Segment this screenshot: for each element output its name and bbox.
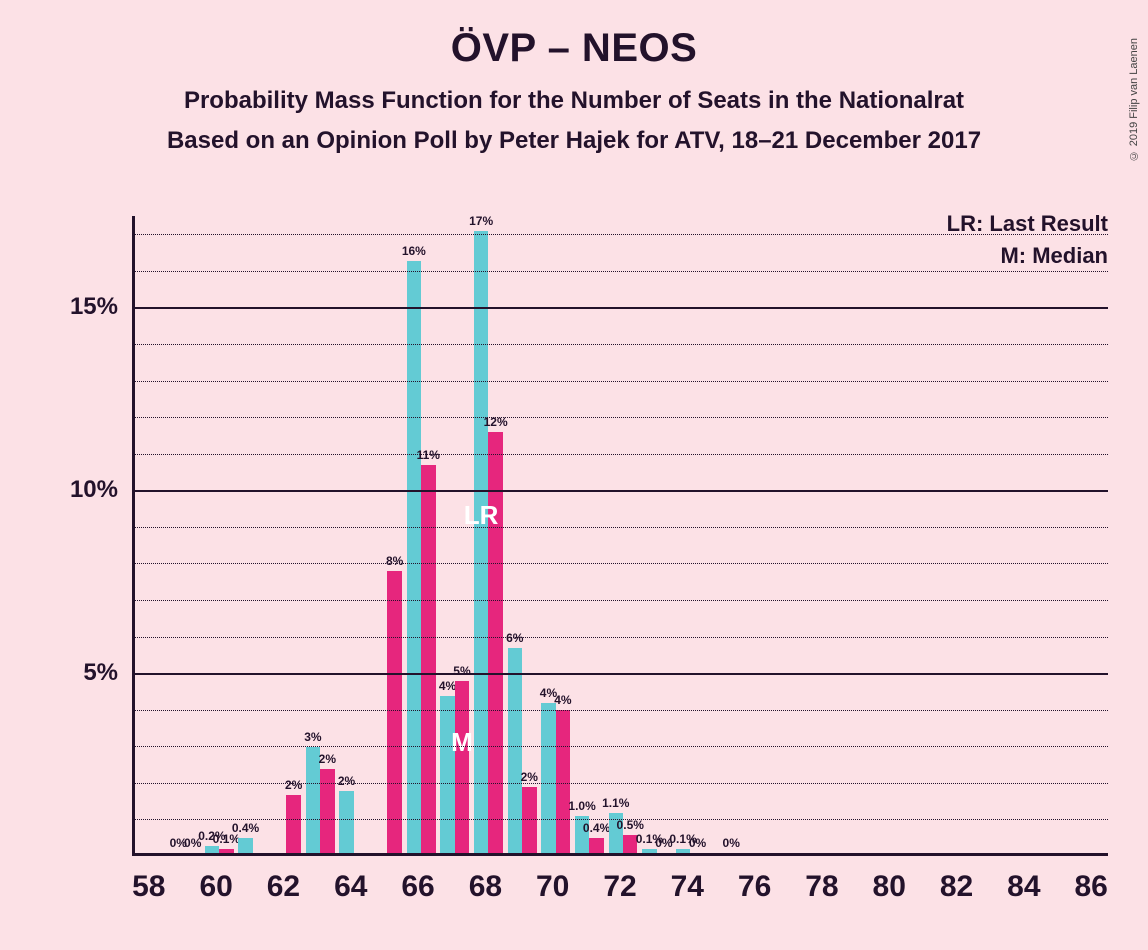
- gridline-minor: [135, 710, 1108, 711]
- gridline-major: [135, 673, 1108, 675]
- gridline-minor: [135, 819, 1108, 820]
- y-tick-label: 5%: [83, 659, 118, 687]
- gridline-minor: [135, 563, 1108, 564]
- bar-series-b: [556, 710, 570, 853]
- bar-label-b: 2%: [319, 752, 336, 766]
- bar-label-a: 2%: [338, 774, 355, 788]
- bar-label-b: 8%: [386, 554, 403, 568]
- bar-label-b: 0%: [689, 836, 706, 850]
- bar-series-b: [421, 465, 435, 853]
- gridline-minor: [135, 527, 1108, 528]
- plot-area: 0%0%0.2%0.1%0.4%2%3%2%2%8%16%11%4%5%17%1…: [132, 216, 1108, 856]
- bars-container: 0%0%0.2%0.1%0.4%2%3%2%2%8%16%11%4%5%17%1…: [135, 216, 1108, 853]
- bar-series-a: [541, 703, 555, 853]
- gridline-minor: [135, 637, 1108, 638]
- bar-series-a: [238, 838, 252, 853]
- bar-series-b: [488, 432, 502, 853]
- x-tick-label: 58: [132, 870, 165, 904]
- x-axis-labels: 58 60 62 64 66 68 70 72 74 76 78 80 82 84 86: [132, 864, 1108, 904]
- x-tick-label: 76: [738, 870, 771, 904]
- gridline-major: [135, 490, 1108, 492]
- bar-series-b: [286, 795, 300, 854]
- y-axis-labels: 5% 10% 15%: [70, 216, 130, 856]
- bar-series-a: [508, 648, 522, 853]
- y-tick-label: 10%: [70, 476, 118, 504]
- subtitle-2: Based on an Opinion Poll by Peter Hajek …: [0, 127, 1148, 155]
- x-tick-label: 78: [805, 870, 838, 904]
- subtitle-1: Probability Mass Function for the Number…: [0, 87, 1148, 115]
- bar-label-a: 4%: [439, 679, 456, 693]
- gridline-minor: [135, 454, 1108, 455]
- gridline-minor: [135, 381, 1108, 382]
- x-tick-label: 86: [1074, 870, 1107, 904]
- bar-series-a: [474, 231, 488, 853]
- bar-label-a: 3%: [304, 730, 321, 744]
- bar-series-a: [205, 846, 219, 853]
- bar-label-b: 11%: [417, 448, 440, 462]
- page-title: ÖVP – NEOS: [0, 26, 1148, 71]
- bar-series-b: [589, 838, 603, 853]
- bar-series-b: [455, 681, 469, 853]
- bar-label-a: 1.1%: [602, 796, 629, 810]
- gridline-minor: [135, 417, 1108, 418]
- x-tick-label: 68: [469, 870, 502, 904]
- x-tick-label: 66: [401, 870, 434, 904]
- bar-series-b: [219, 849, 233, 853]
- bar-series-b: [387, 571, 401, 853]
- x-tick-label: 62: [267, 870, 300, 904]
- gridline-major: [135, 307, 1108, 309]
- bar-label-a: 1.0%: [568, 799, 595, 813]
- x-tick-label: 64: [334, 870, 367, 904]
- bar-label-a: 6%: [506, 631, 523, 645]
- gridline-minor: [135, 234, 1108, 235]
- copyright-text: © 2019 Filip van Laenen: [1128, 38, 1140, 161]
- bar-label-b: 2%: [285, 778, 302, 792]
- x-tick-label: 60: [199, 870, 232, 904]
- bar-label-a: 0.4%: [232, 821, 259, 835]
- bar-label-b: 4%: [554, 693, 571, 707]
- chart: 5%10%15% 0%0%0.2%0.1%0.4%2%3%2%2%8%16%11…: [70, 216, 1110, 906]
- gridline-minor: [135, 783, 1108, 784]
- gridline-minor: [135, 344, 1108, 345]
- gridline-minor: [135, 271, 1108, 272]
- x-tick-label: 84: [1007, 870, 1040, 904]
- x-tick-label: 80: [873, 870, 906, 904]
- bar-label-b: 5%: [453, 664, 470, 678]
- bar-series-a: [407, 261, 421, 853]
- y-tick-label: 15%: [70, 293, 118, 321]
- gridline-minor: [135, 600, 1108, 601]
- gridline-minor: [135, 746, 1108, 747]
- x-tick-label: 74: [671, 870, 704, 904]
- bar-series-a: [440, 696, 454, 853]
- bar-label-a: 17%: [469, 214, 493, 228]
- bar-label-b: 0%: [723, 836, 740, 850]
- bar-series-a: [339, 791, 353, 853]
- bar-label-a: 16%: [402, 244, 426, 258]
- x-tick-label: 72: [603, 870, 636, 904]
- bar-label-b: 0.4%: [583, 821, 610, 835]
- marker-m: M: [451, 727, 473, 758]
- x-tick-label: 82: [940, 870, 973, 904]
- x-tick-label: 70: [536, 870, 569, 904]
- bar-series-b: [320, 769, 334, 853]
